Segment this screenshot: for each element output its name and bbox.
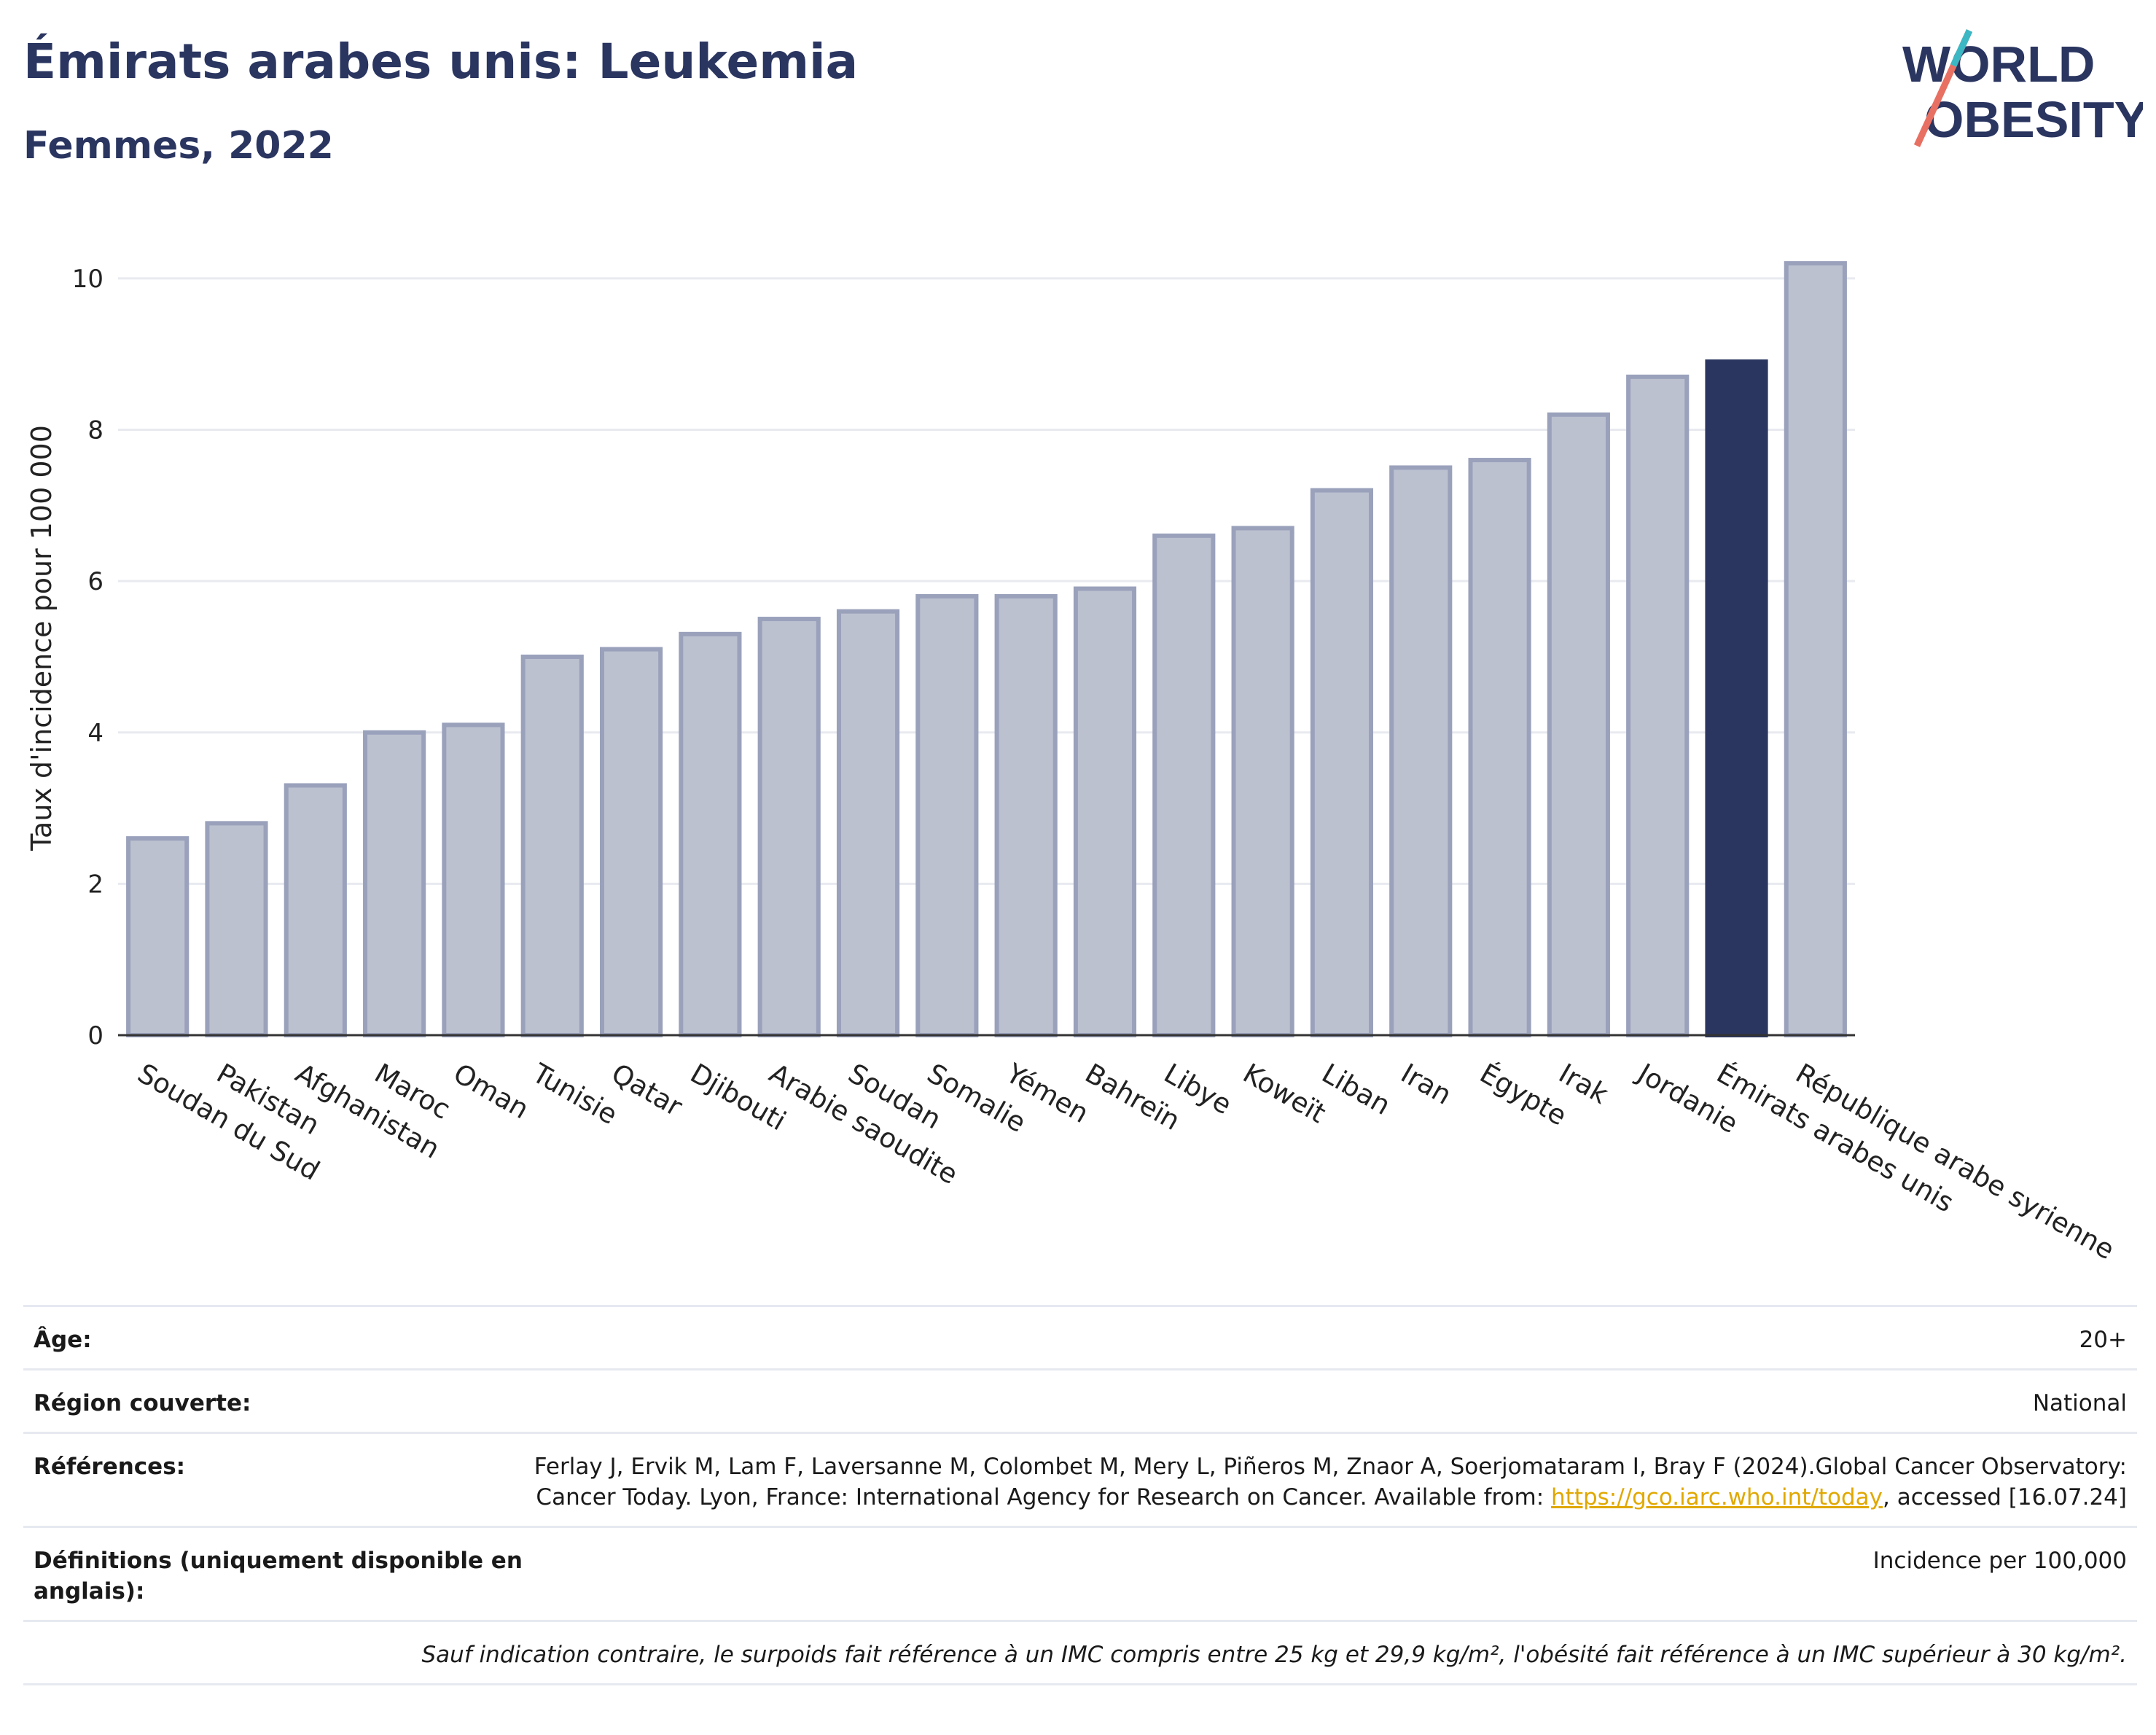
- definitions-value: Incidence per 100,000: [1872, 1548, 2127, 1574]
- references-accessed: , accessed [16.07.24]: [1882, 1484, 2127, 1510]
- logo-line2: OBESITY: [1924, 91, 2143, 148]
- bar: [1705, 359, 1768, 1038]
- x-tick-label: Iran: [1396, 1058, 1457, 1111]
- bar: [1626, 374, 1690, 1037]
- y-tick-label: 0: [87, 1021, 103, 1050]
- bar: [1784, 261, 1847, 1038]
- page-title: Émirats arabes unis: Leukemia: [23, 34, 859, 90]
- region-value: National: [2032, 1390, 2127, 1416]
- meta-row-definitions: Définitions (uniquement disponible en an…: [23, 1526, 2137, 1620]
- bar: [994, 593, 1058, 1037]
- bar: [284, 783, 347, 1038]
- bar: [520, 654, 584, 1037]
- bar: [1152, 533, 1216, 1037]
- meta-row-age: Âge: 20+: [23, 1305, 2137, 1368]
- logo-line1: WORLD: [1902, 36, 2095, 93]
- footnote: Sauf indication contraire, le surpoids f…: [421, 1642, 2127, 1668]
- references-value: Ferlay J, Ervik M, Lam F, Laversanne M, …: [529, 1451, 2127, 1513]
- bars: [126, 261, 1847, 1038]
- x-tick-label: République arabe syrienne: [1790, 1058, 2120, 1266]
- x-tick-label: Koweït: [1238, 1058, 1331, 1130]
- y-axis-title: Taux d'incidence pour 100 000: [26, 425, 58, 851]
- definitions-label: Définitions (uniquement disponible en an…: [34, 1548, 523, 1605]
- x-tick-label: Oman: [448, 1058, 534, 1126]
- metadata-table: Âge: 20+ Région couverte: National Référ…: [23, 1305, 2137, 1685]
- age-value: 20+: [2079, 1327, 2127, 1353]
- y-tick-label: 4: [87, 719, 103, 748]
- bar: [679, 631, 742, 1037]
- bar: [363, 730, 426, 1037]
- meta-row-note: Sauf indication contraire, le surpoids f…: [23, 1620, 2137, 1685]
- bar: [1468, 458, 1531, 1037]
- bar: [1231, 526, 1294, 1037]
- bar: [1310, 488, 1374, 1037]
- bar: [915, 593, 979, 1037]
- y-tick-label: 10: [72, 265, 103, 294]
- y-tick-label: 8: [87, 416, 103, 445]
- meta-row-references: Références: Ferlay J, Ervik M, Lam F, La…: [23, 1432, 2137, 1526]
- page-subtitle: Femmes, 2022: [23, 124, 334, 168]
- x-tick-label: Liban: [1316, 1058, 1396, 1121]
- region-label: Région couverte:: [34, 1390, 251, 1416]
- bar: [599, 647, 663, 1037]
- bar: [1389, 465, 1453, 1037]
- x-tick-label: Qatar: [606, 1058, 688, 1123]
- x-tick-label: Égypte: [1475, 1057, 1572, 1132]
- meta-row-region: Région couverte: National: [23, 1368, 2137, 1432]
- y-tick-label: 6: [87, 567, 103, 596]
- y-tick-label: 2: [87, 870, 103, 899]
- bar: [442, 722, 505, 1038]
- references-link[interactable]: https://gco.iarc.who.int/today: [1551, 1484, 1883, 1510]
- age-label: Âge:: [34, 1327, 92, 1353]
- x-tick-label: Tunisie: [526, 1057, 622, 1131]
- references-text: Ferlay J, Ervik M, Lam F, Laversanne M, …: [534, 1454, 2127, 1510]
- world-obesity-logo: WORLD OBESITY: [1902, 29, 2143, 148]
- references-label: Références:: [34, 1454, 186, 1480]
- bar: [126, 836, 190, 1037]
- bar: [1547, 412, 1610, 1037]
- bar: [1073, 586, 1137, 1037]
- bar: [757, 617, 821, 1037]
- bar: [836, 609, 900, 1037]
- bar: [205, 821, 268, 1038]
